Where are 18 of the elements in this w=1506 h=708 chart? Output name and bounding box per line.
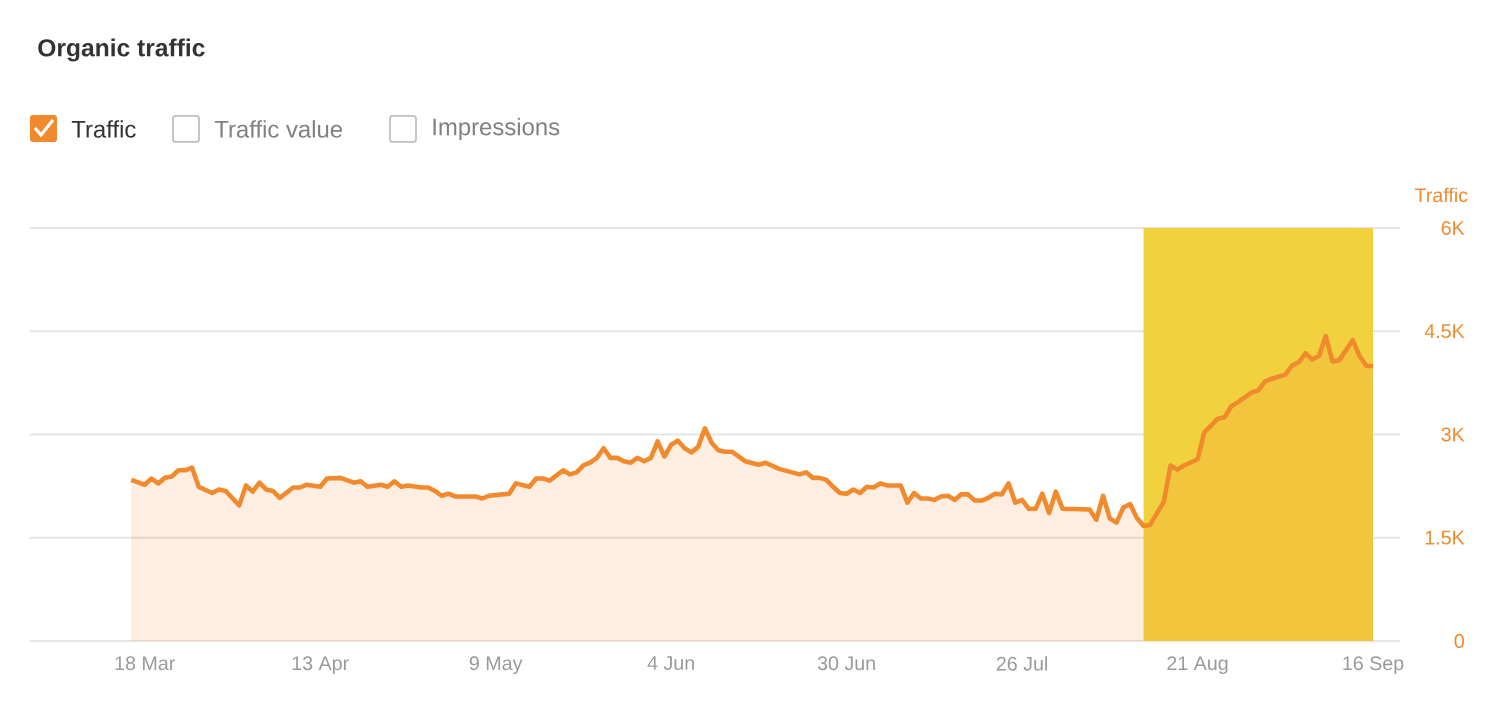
y-tick-label: 0 xyxy=(1454,634,1464,648)
x-tick-label: 13 Apr xyxy=(292,656,349,675)
y-tick-label: 4.5K xyxy=(1424,324,1465,339)
chart-title: Organic traffic xyxy=(38,38,205,62)
x-tick-label: 21 Aug xyxy=(1167,656,1228,675)
legend-label: Traffic xyxy=(71,120,136,138)
y-tick-label: 3K xyxy=(1441,427,1465,442)
x-tick-label: 4 Jun xyxy=(647,656,694,670)
x-tick-label: 18 Mar xyxy=(115,656,176,671)
text: Impressions xyxy=(433,117,560,141)
x-tick-label: 30 Jun xyxy=(817,656,875,671)
x-tick-label: 9 May xyxy=(469,656,523,675)
y-tick-label: 1.5K xyxy=(1425,530,1465,545)
x-tick-label: 16 Sep xyxy=(1343,656,1404,675)
y-axis-title: Traffic xyxy=(1414,187,1468,203)
y-tick-label: 6K xyxy=(1441,221,1465,235)
text: Traffic value xyxy=(214,120,343,138)
x-tick-label: 26 Jul xyxy=(996,656,1047,671)
